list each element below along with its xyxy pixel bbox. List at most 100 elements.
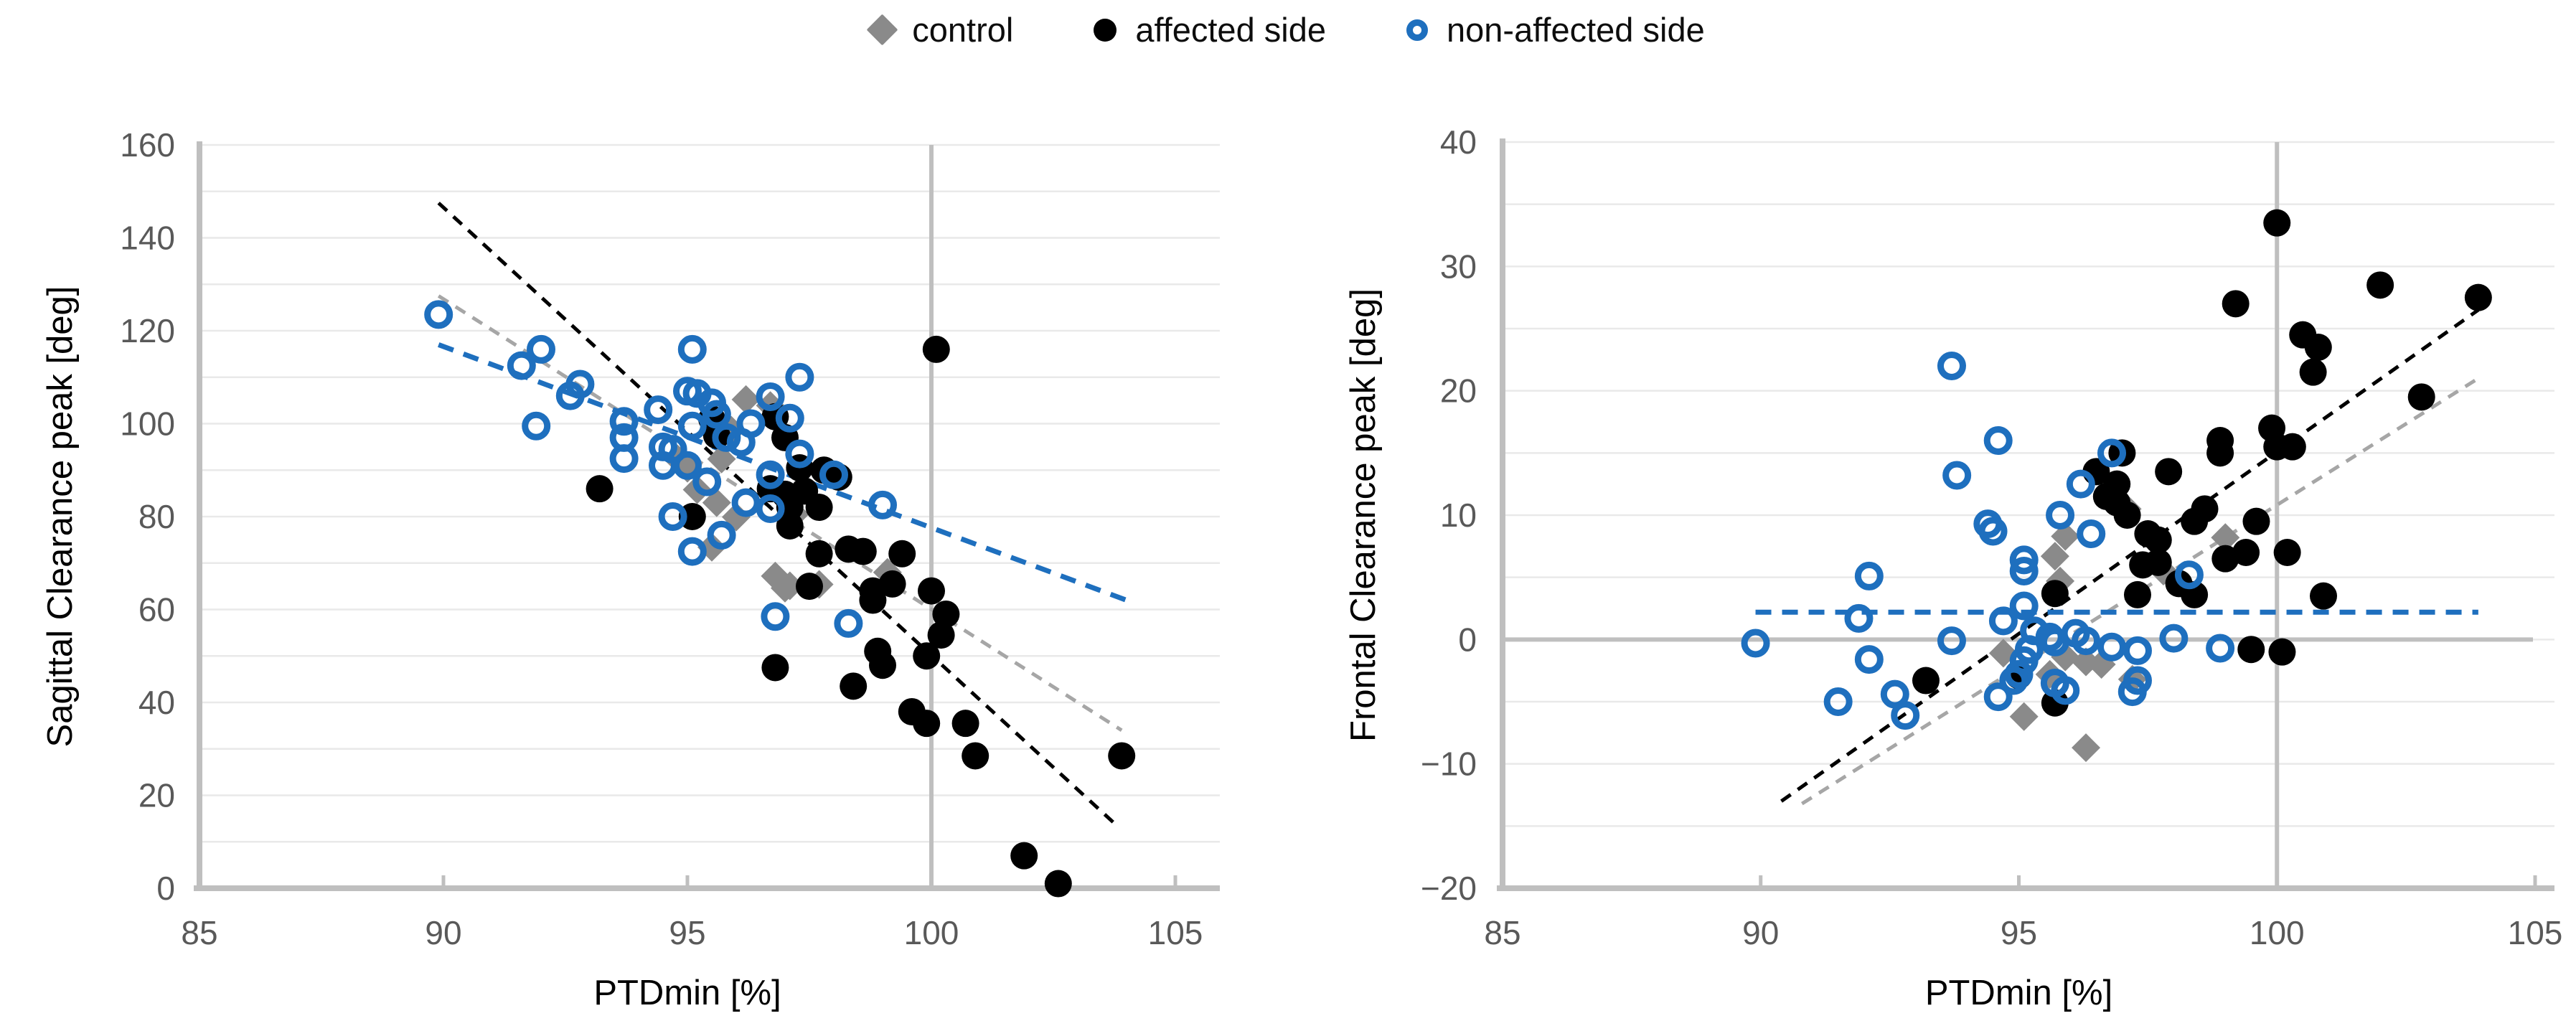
data-point-ring (707, 520, 736, 550)
data-point-dot (1912, 667, 1940, 695)
data-point-ring (658, 502, 687, 531)
data-point-ring (1823, 687, 1853, 716)
trendline-control (1800, 377, 2480, 806)
x-tick-label: 95 (669, 914, 705, 951)
data-point-ring (1983, 426, 2013, 455)
data-point-dot (2113, 502, 2141, 529)
data-point-ring (1937, 352, 1966, 380)
data-point-ring (555, 381, 585, 410)
data-point-dot (761, 654, 789, 682)
data-point-ring (677, 334, 707, 364)
data-point-ring (761, 602, 790, 631)
y-tick-label: 0 (156, 870, 175, 907)
data-point-dot (849, 537, 877, 565)
data-point-ring (522, 411, 551, 441)
data-point-dot (932, 600, 960, 628)
legend-label: control (912, 11, 1014, 49)
y-tick-label: 60 (138, 591, 175, 629)
data-point-ring (2072, 626, 2101, 656)
data-point-dot (796, 573, 823, 601)
y-tick-label: 140 (120, 220, 175, 257)
data-point-ring (692, 467, 722, 496)
data-point-dot (922, 335, 950, 363)
trendline-affected (1780, 308, 2480, 803)
x-axis-title: PTDmin [%] (1925, 974, 2112, 1012)
legend-label: non-affected side (1447, 11, 1705, 49)
data-point-ring (2066, 469, 2095, 499)
data-point-dot (2206, 439, 2234, 467)
data-point-diamond (2072, 733, 2101, 763)
data-point-ring (644, 395, 673, 425)
data-point-ring (2009, 545, 2039, 575)
legend-label: affected side (1135, 11, 1326, 49)
chart-panel-right: −20 −10 0 10 20 30 40 85 90 95 100 105 Frontal Clear… (1344, 123, 2562, 1012)
legend: control affected side non-affected side (0, 10, 2576, 50)
data-point-dot (2278, 433, 2306, 461)
data-point-dot (2268, 638, 2296, 666)
data-point-ring (2123, 636, 2152, 665)
data-point-dot (2299, 358, 2327, 386)
data-point-diamond (2009, 702, 2039, 731)
data-point-ring (731, 488, 761, 517)
data-point-diamond (2040, 542, 2069, 571)
data-point-dot (2041, 689, 2069, 717)
data-point-dot (586, 475, 614, 503)
series-affected (1912, 209, 2492, 717)
x-tick-label: 90 (425, 914, 461, 951)
data-point-dot (2191, 495, 2219, 523)
data-point-dot (913, 710, 941, 738)
x-tick-label: 90 (1742, 914, 1779, 951)
x-tick-label: 105 (2508, 914, 2563, 951)
data-point-ring (1854, 645, 1884, 674)
data-point-dot (859, 586, 887, 614)
data-point-ring (819, 460, 848, 489)
data-point-ring (1942, 461, 1972, 490)
data-point-ring (2046, 501, 2075, 530)
data-point-dot (776, 512, 804, 540)
data-point-ring (726, 428, 756, 457)
data-point-ring (785, 362, 814, 392)
y-tick-label: 10 (1440, 496, 1477, 534)
x-tick-label: 95 (2001, 914, 2037, 951)
data-point-ring (2097, 632, 2127, 662)
data-point-dot (2144, 526, 2172, 554)
data-point-dot (2155, 458, 2183, 486)
data-point-dot (2242, 507, 2270, 535)
data-point-ring (785, 439, 814, 469)
data-point-dot (2304, 334, 2332, 361)
data-point-ring (2206, 634, 2235, 663)
data-point-ring (1880, 679, 1909, 709)
trendline-non_affected (437, 342, 1128, 603)
data-point-ring (1937, 626, 1966, 656)
y-tick-label: 0 (1458, 621, 1477, 658)
data-point-dot (1108, 742, 1136, 770)
data-point-dot (878, 570, 906, 598)
x-tick-label: 100 (904, 914, 959, 951)
data-point-dot (927, 621, 955, 649)
x-tick-label: 105 (1148, 914, 1203, 951)
x-tick-label: 100 (2250, 914, 2305, 951)
data-point-ring (677, 537, 707, 566)
data-point-dot (2366, 271, 2394, 299)
y-tick-label: 20 (1440, 372, 1477, 410)
data-point-ring (2117, 677, 2147, 707)
data-point-dot (678, 503, 706, 530)
data-point-ring (1988, 606, 2018, 636)
control-diamond-icon (866, 14, 898, 46)
trendline-affected (437, 202, 1119, 827)
y-tick-label: 20 (138, 777, 175, 814)
x-tick-label: 85 (1484, 914, 1520, 951)
data-point-ring (2159, 623, 2189, 653)
data-point-ring (756, 494, 785, 523)
data-point-dot (918, 577, 945, 605)
data-point-ring (677, 411, 707, 441)
data-point-dot (2407, 383, 2435, 411)
y-tick-label: −20 (1421, 870, 1477, 907)
data-point-dot (2237, 636, 2265, 664)
x-axis-title: PTDmin [%] (593, 974, 781, 1012)
chart-panel-left: 0 20 40 60 80 100 120 140 160 85 90 95 100 105 Sagitta… (41, 126, 1220, 1012)
data-point-ring (2174, 560, 2204, 590)
data-point-dot (962, 742, 989, 770)
data-point-ring (775, 403, 804, 433)
